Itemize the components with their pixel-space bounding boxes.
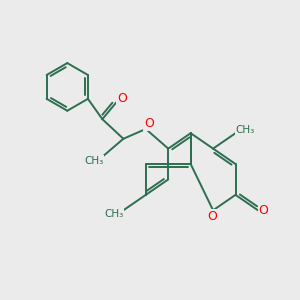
Text: CH₃: CH₃	[84, 156, 104, 166]
Text: CH₃: CH₃	[236, 125, 255, 135]
Text: O: O	[208, 210, 218, 223]
Text: O: O	[117, 92, 127, 105]
Text: CH₃: CH₃	[104, 209, 123, 219]
Text: O: O	[259, 204, 269, 217]
Text: O: O	[144, 117, 154, 130]
